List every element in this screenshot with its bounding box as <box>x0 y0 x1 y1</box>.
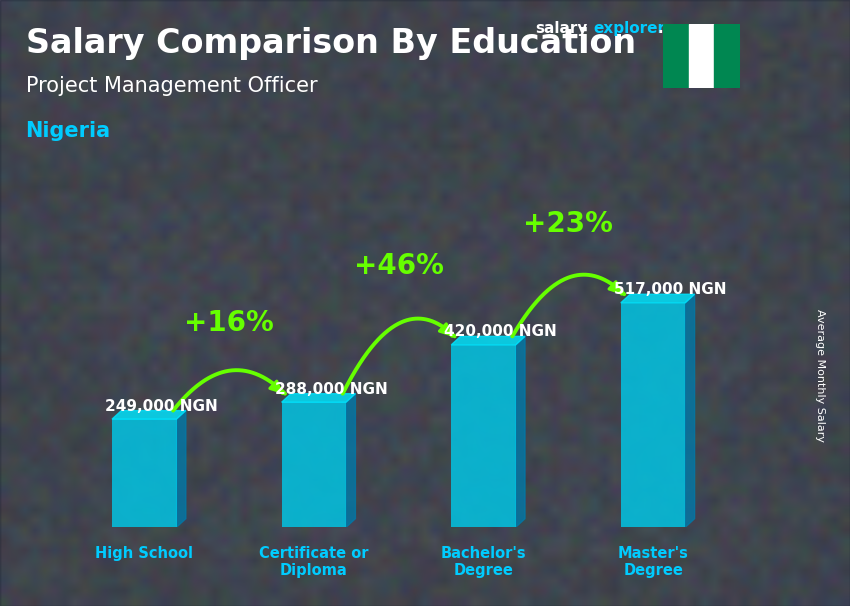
Polygon shape <box>346 394 355 527</box>
Bar <box>112 419 177 527</box>
Text: explorer: explorer <box>593 21 666 36</box>
Text: Project Management Officer: Project Management Officer <box>26 76 317 96</box>
Polygon shape <box>620 295 694 303</box>
Text: Salary Comparison By Education: Salary Comparison By Education <box>26 27 636 60</box>
Polygon shape <box>177 411 186 527</box>
Text: +16%: +16% <box>184 309 274 337</box>
Bar <box>714 24 740 88</box>
Text: +46%: +46% <box>354 252 444 280</box>
Bar <box>620 303 685 527</box>
Text: 517,000 NGN: 517,000 NGN <box>614 282 727 297</box>
Polygon shape <box>451 336 525 345</box>
Text: 420,000 NGN: 420,000 NGN <box>445 324 558 339</box>
Polygon shape <box>516 336 525 527</box>
Bar <box>663 24 688 88</box>
Text: +23%: +23% <box>524 210 613 238</box>
Bar <box>281 402 346 527</box>
Text: Average Monthly Salary: Average Monthly Salary <box>815 309 825 442</box>
Text: 249,000 NGN: 249,000 NGN <box>105 399 218 413</box>
Text: 288,000 NGN: 288,000 NGN <box>275 382 388 396</box>
Polygon shape <box>685 295 694 527</box>
Text: Nigeria: Nigeria <box>26 121 110 141</box>
Bar <box>688 24 714 88</box>
Text: salary: salary <box>536 21 588 36</box>
Polygon shape <box>112 411 186 419</box>
Bar <box>451 345 516 527</box>
Text: .com: .com <box>658 21 699 36</box>
Polygon shape <box>281 394 355 402</box>
